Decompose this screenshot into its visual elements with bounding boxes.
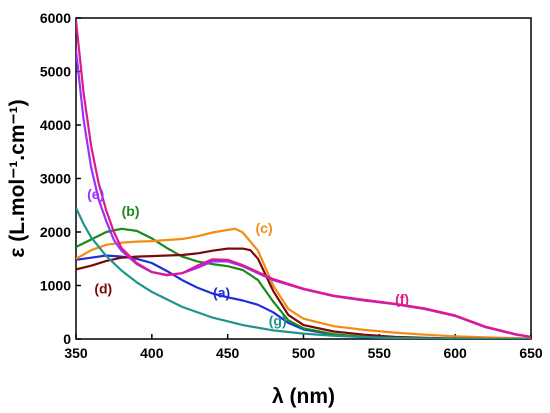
x-tick-label: 550 [368, 345, 392, 361]
series-line-5 [76, 49, 531, 338]
plot-frame [75, 17, 532, 340]
series-line-7 [76, 207, 531, 339]
series-label: (c) [256, 220, 273, 236]
series-label: (a) [213, 284, 230, 300]
series-label: (f) [395, 291, 409, 307]
y-tick-label: 0 [63, 331, 71, 347]
y-tick-label: 5000 [40, 64, 71, 80]
series-line-2 [76, 227, 531, 339]
annotation-layer: (a) (b) (c) (d) (e) (f) (g) [87, 186, 409, 329]
series-layer [76, 20, 531, 339]
y-tick-label: 4000 [40, 117, 71, 133]
y-tick-label: 3000 [40, 171, 71, 187]
x-tick-label: 400 [140, 345, 164, 361]
series-label: (e) [87, 186, 104, 202]
x-tick-label: 650 [519, 345, 543, 361]
x-axis-title: λ (nm) [272, 385, 335, 408]
x-tick-label: 600 [443, 345, 467, 361]
series-line-4 [76, 247, 531, 339]
x-tick-label: 350 [64, 345, 88, 361]
x-tick-label: 450 [216, 345, 240, 361]
series-line-6 [76, 20, 531, 338]
y-tick-label: 1000 [40, 278, 71, 294]
y-tick-label: 2000 [40, 224, 71, 240]
axes: 350 400 450 500 550 600 650 0 1000 2000 3000 4000 50… [40, 10, 543, 361]
y-axis-title: ε (L.mol⁻¹.cm⁻¹) [6, 99, 29, 257]
series-line-3 [76, 227, 531, 339]
series-label: (g) [269, 313, 287, 329]
series-label: (b) [122, 203, 140, 219]
series-label: (d) [94, 281, 112, 297]
y-tick-label: 6000 [40, 10, 71, 26]
x-tick-label: 500 [292, 345, 316, 361]
